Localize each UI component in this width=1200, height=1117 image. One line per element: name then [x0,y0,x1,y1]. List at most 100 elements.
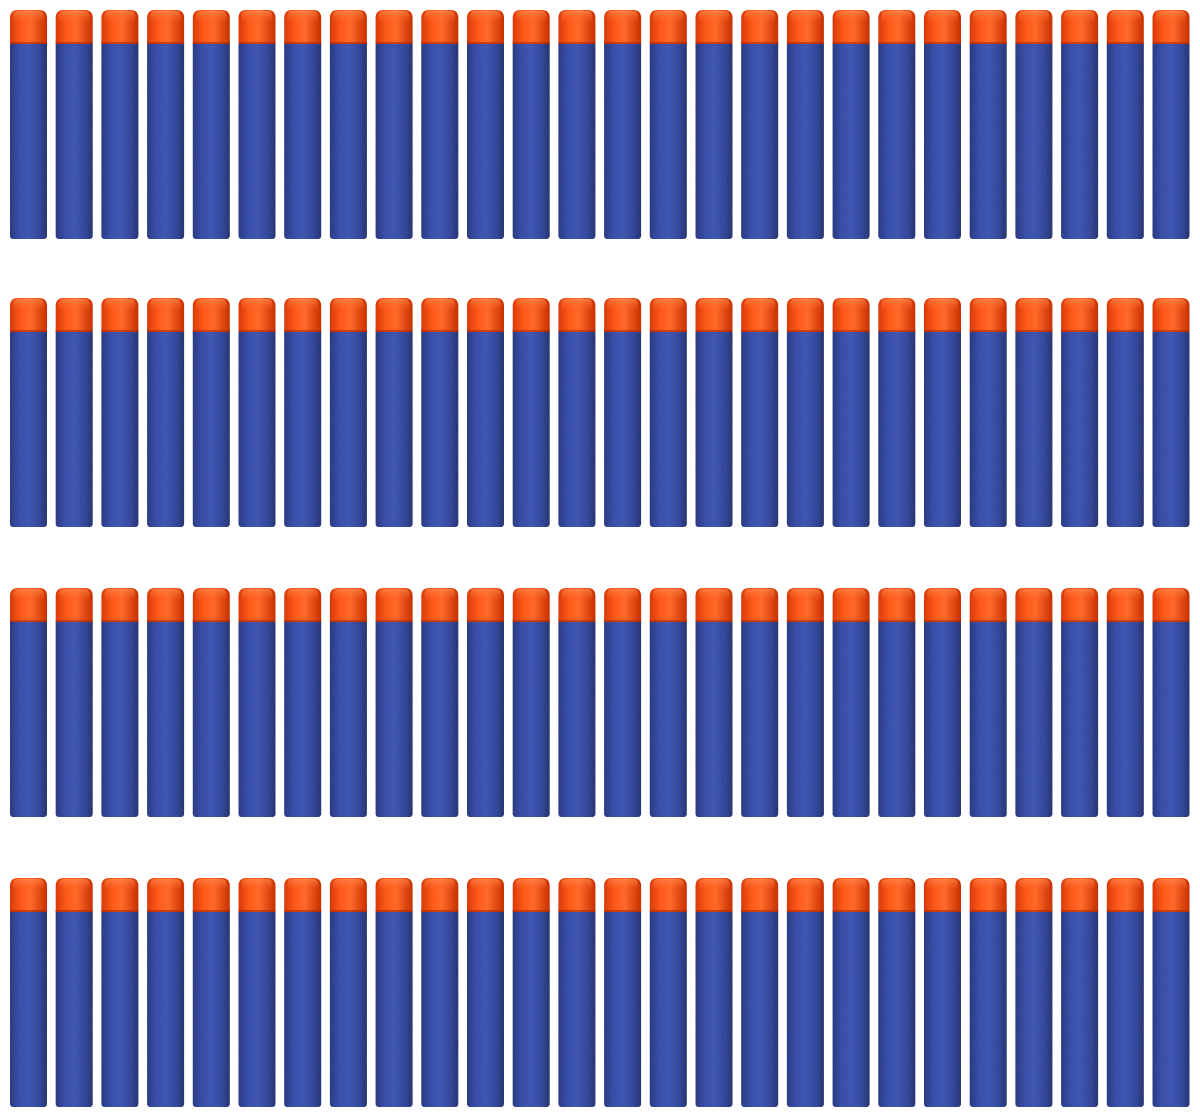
dart [329,588,367,817]
dart-tip-edge [741,620,779,622]
dart-row [10,298,1190,527]
dart [969,878,1007,1107]
dart-body [147,40,185,239]
dart-tip-highlight [58,879,90,891]
dart-tip-highlight [1064,589,1096,601]
dart-tip-edge [878,42,916,44]
dart-tip-highlight [195,11,227,23]
dart [924,10,961,239]
dart-tip-highlight [58,11,90,23]
dart-body [1152,618,1190,817]
dart [695,10,733,239]
dart [695,878,733,1107]
dart [421,298,459,527]
dart-tip-highlight [1155,589,1187,601]
dart [512,298,550,527]
dart [832,298,870,527]
dart-tip-highlight [470,879,501,891]
dart-tip-highlight [1064,299,1096,311]
dart-body [101,328,139,527]
dart-body [421,328,459,527]
dart-body [55,328,93,527]
dart-tip-highlight [150,11,182,23]
dart-tip-highlight [195,299,227,311]
dart [969,298,1007,527]
dart-body [10,618,47,817]
dart [238,10,276,239]
dart-body [878,618,916,817]
dart-tip-highlight [1064,879,1096,891]
dart-body [238,618,276,817]
dart [832,588,870,817]
dart-tip-edge [147,620,185,622]
dart-body [695,618,733,817]
dart-tip-edge [284,42,322,44]
dart [101,10,139,239]
dart-tip-highlight [424,11,456,23]
dart-tip-edge [375,910,413,912]
dart [467,298,504,527]
dart-tip-highlight [1018,879,1050,891]
dart-tip-highlight [1109,11,1141,23]
dart-tip-edge [649,330,687,332]
dart-tip-edge [1106,42,1144,44]
dart-body [969,908,1007,1107]
dart-body [329,328,367,527]
dart-body [10,40,47,239]
dart-body [786,40,824,239]
dart [649,588,687,817]
dart-body [1106,328,1144,527]
dart [1106,298,1144,527]
dart [192,588,230,817]
dart-tip-edge [969,910,1007,912]
dart-body [1152,40,1190,239]
dart-tip-highlight [1109,299,1141,311]
dart-body [695,40,733,239]
dart-tip-highlight [241,589,273,601]
dart [741,878,779,1107]
dart [55,10,93,239]
dart-body [878,908,916,1107]
dart-body [101,618,139,817]
dart-tip-edge [649,42,687,44]
dart-body [786,618,824,817]
dart-body [192,328,230,527]
dart-tip-edge [467,330,504,332]
dart-tip-highlight [287,299,319,311]
dart-tip-highlight [515,299,547,311]
dart [1015,588,1053,817]
dart-tip-edge [741,42,779,44]
dart-body [741,328,779,527]
dart-tip-edge [375,42,413,44]
dart [878,298,916,527]
dart-tip-edge [101,330,139,332]
dart-tip-highlight [287,879,319,891]
dart-tip-edge [832,330,870,332]
dart [1061,10,1099,239]
dart-tip-edge [924,910,961,912]
dart [969,10,1007,239]
dart [604,10,642,239]
dart-body [1061,908,1099,1107]
dart-tip-edge [558,910,596,912]
dart-tip-edge [101,42,139,44]
dart-tip-edge [512,910,550,912]
dart-body [192,618,230,817]
dart-tip-edge [329,330,367,332]
dart-tip-edge [421,330,459,332]
dart-tip-edge [329,42,367,44]
dart-tip-edge [10,910,47,912]
dart-tip-edge [238,42,276,44]
dart-tip-highlight [789,589,821,601]
dart-body [10,908,47,1107]
dart-tip-edge [878,910,916,912]
dart-tip-edge [695,42,733,44]
dart-body [284,40,322,239]
dart-tip-edge [1015,910,1053,912]
dart-tip-edge [695,330,733,332]
dart-tip-highlight [332,11,364,23]
dart-tip-edge [238,910,276,912]
dart [375,588,413,817]
dart [558,588,596,817]
dart-tip-edge [467,910,504,912]
